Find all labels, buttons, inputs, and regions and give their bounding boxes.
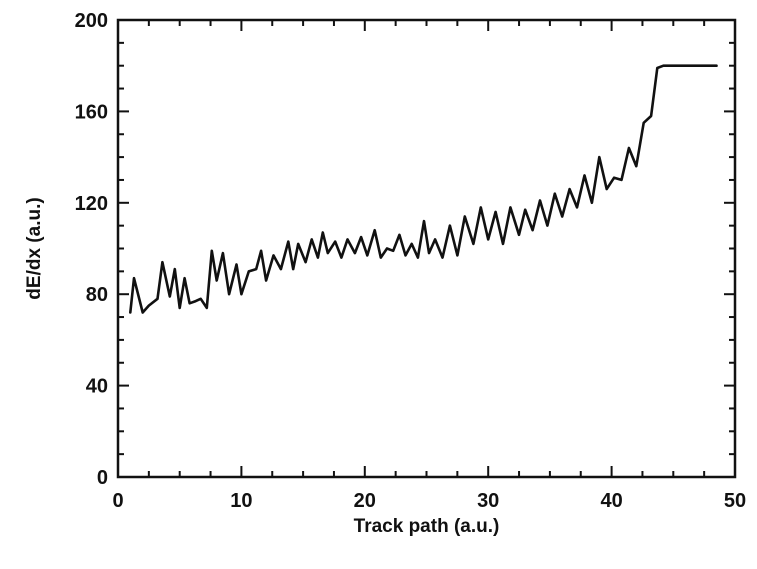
- x-tick-label: 50: [724, 490, 746, 512]
- y-axis-tick-labels: 0 40 80 120 160 200: [75, 10, 108, 489]
- y-tick-label: 200: [75, 10, 108, 32]
- y-tick-label: 120: [75, 193, 108, 215]
- x-axis-tick-labels: 0 10 20 30 40 50: [112, 490, 746, 512]
- series-layer: [129, 64, 718, 314]
- x-tick-label: 20: [354, 490, 376, 512]
- x-axis-ticks: [117, 20, 736, 477]
- y-tick-label: 160: [75, 101, 108, 123]
- y-axis-ticks: [118, 19, 735, 478]
- data-line-series-1: [129, 64, 718, 314]
- x-tick-label: 40: [600, 490, 622, 512]
- y-axis-title: dE/dx (a.u.): [24, 197, 45, 299]
- y-tick-label: 40: [86, 376, 108, 398]
- x-tick-label: 30: [477, 490, 499, 512]
- x-tick-label: 10: [230, 490, 252, 512]
- x-axis-title: Track path (a.u.): [354, 516, 500, 537]
- plot-area: 0 10 20 30 40 50 0 40 80 120 160 200: [75, 10, 747, 512]
- plot-frame: [116, 18, 737, 479]
- y-tick-label: 0: [97, 467, 108, 489]
- x-tick-label: 0: [112, 490, 123, 512]
- y-tick-label: 80: [86, 284, 108, 306]
